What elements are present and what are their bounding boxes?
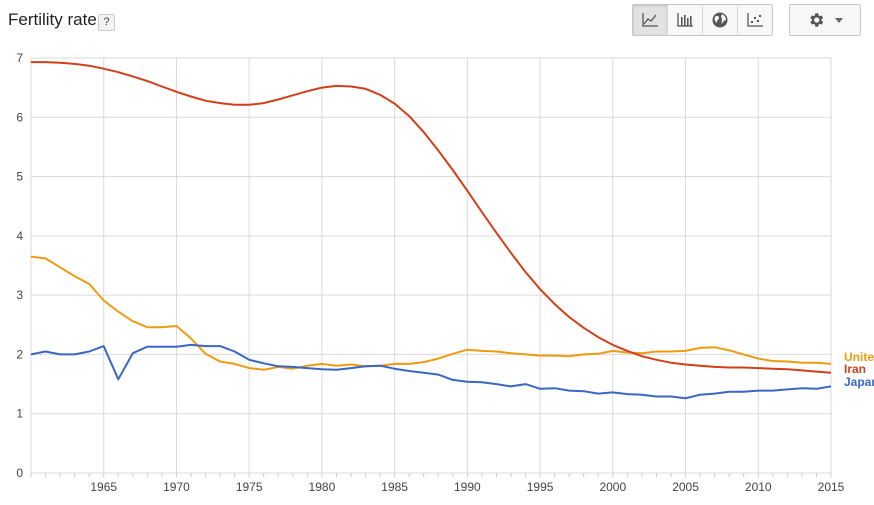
x-tick-label: 2005 [672,480,699,494]
x-tick-label: 1980 [309,480,336,494]
y-tick-label: 0 [16,466,23,480]
x-tick-label: 1985 [381,480,408,494]
y-tick-label: 6 [16,110,23,124]
series-line-japan[interactable] [30,343,832,400]
line-chart-icon [642,13,658,27]
chart-type-toolbar [632,4,773,36]
globe-icon [712,12,728,28]
x-tick-label: 2015 [818,480,845,494]
x-tick-label: 1990 [454,480,481,494]
chart-title: Fertility rate [8,10,97,29]
y-tick-label: 5 [16,170,23,184]
bar-chart-button[interactable] [668,5,703,35]
x-tick-label: 1965 [90,480,117,494]
legend-label-iran[interactable]: Iran [844,362,866,376]
x-tick-label: 1970 [163,480,190,494]
x-tick-label: 1995 [527,480,554,494]
y-tick-label: 7 [16,51,23,65]
plot-area [30,57,832,474]
scatter-chart-button[interactable] [738,5,772,35]
gear-icon [810,13,824,27]
map-chart-button[interactable] [703,5,738,35]
y-tick-label: 4 [16,229,23,243]
series-line-iran[interactable] [31,61,832,374]
help-button[interactable]: ? [98,14,115,31]
chart-header: Fertility rate ? [0,0,874,44]
settings-button[interactable] [789,4,861,36]
legend-label-united-states[interactable]: Unite [844,350,874,364]
series-line-united-states[interactable] [30,255,832,371]
y-tick-label: 2 [16,347,23,361]
y-tick-label: 1 [16,407,23,421]
y-tick-label: 3 [16,288,23,302]
x-tick-label: 2000 [599,480,626,494]
chevron-down-icon [835,17,843,23]
x-tick-label: 1975 [236,480,263,494]
bar-chart-icon [677,13,693,27]
scatter-chart-icon [747,13,763,27]
x-tick-label: 2010 [745,480,772,494]
line-chart: 0 1 2 3 4 5 6 7 1965 1970 1975 1980 1985 1990 1995 2000… [16,51,874,494]
line-chart-button[interactable] [633,5,668,35]
legend-label-japan[interactable]: Japan [844,375,874,389]
